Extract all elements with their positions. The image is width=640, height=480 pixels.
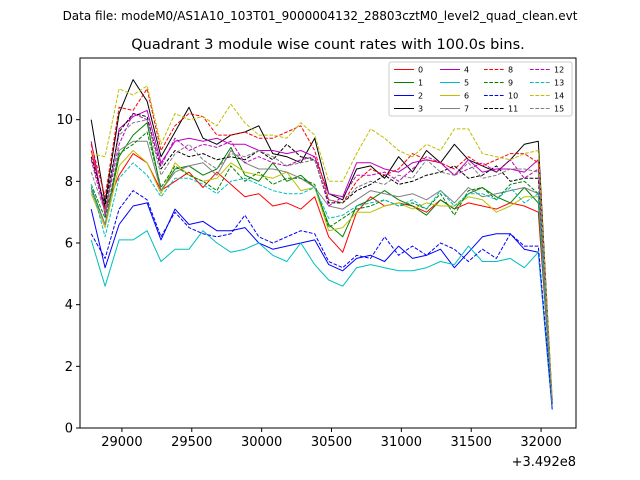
chart-title: Quadrant 3 module wise count rates with … [131,37,525,53]
suptitle: Data file: modeM0/AS1A10_103T01_90000041… [63,9,578,23]
series-line-6 [90,150,553,404]
x-tick-label: 29000 [101,435,142,450]
series-line-12 [90,113,553,401]
legend-label-10: 10 [508,92,518,101]
legend-label-8: 8 [508,66,513,75]
legend-label-2: 2 [418,92,423,101]
series-line-10 [90,190,553,407]
legend-label-9: 9 [508,79,513,88]
series-line-3 [90,79,553,404]
legend-box [388,61,573,117]
series-lines [90,79,553,410]
legend-label-12: 12 [554,66,564,75]
x-tick-label: 30500 [311,435,352,450]
y-tick-label: 0 [65,422,73,437]
legend-label-1: 1 [418,79,423,88]
x-offset-label: +3.492e8 [512,455,576,470]
x-tick-label: 31000 [381,435,422,450]
x-tick-label: 29500 [171,435,212,450]
legend-label-13: 13 [554,79,564,88]
legend-label-15: 15 [554,105,564,114]
series-line-15 [90,119,553,404]
legend-label-4: 4 [464,66,469,75]
x-tick-label: 30000 [241,435,282,450]
y-tick-label: 8 [65,175,73,190]
series-line-7 [90,140,553,404]
legend-label-3: 3 [418,105,423,114]
legend-label-14: 14 [554,92,564,101]
x-tick-label: 31500 [451,435,492,450]
x-tick-label: 32000 [520,435,561,450]
series-line-13 [90,162,553,404]
legend-label-7: 7 [464,105,469,114]
series-line-9 [90,131,553,404]
y-tick-label: 10 [56,113,73,128]
legend-label-0: 0 [418,66,423,75]
series-line-8 [90,88,553,401]
series-line-5 [90,230,553,407]
legend-label-5: 5 [464,79,469,88]
y-tick-label: 6 [65,237,73,252]
legend-label-11: 11 [508,105,518,114]
y-tick-label: 4 [65,298,73,313]
series-line-0 [90,150,553,404]
series-line-14 [91,85,553,398]
y-tick-label: 2 [65,360,73,375]
axes-ticks: 29000 29500 30000 30500 31000 31500 32000 0 2 4 6 8… [56,113,561,450]
axes-frame [79,57,577,429]
legend-label-6: 6 [464,92,469,101]
